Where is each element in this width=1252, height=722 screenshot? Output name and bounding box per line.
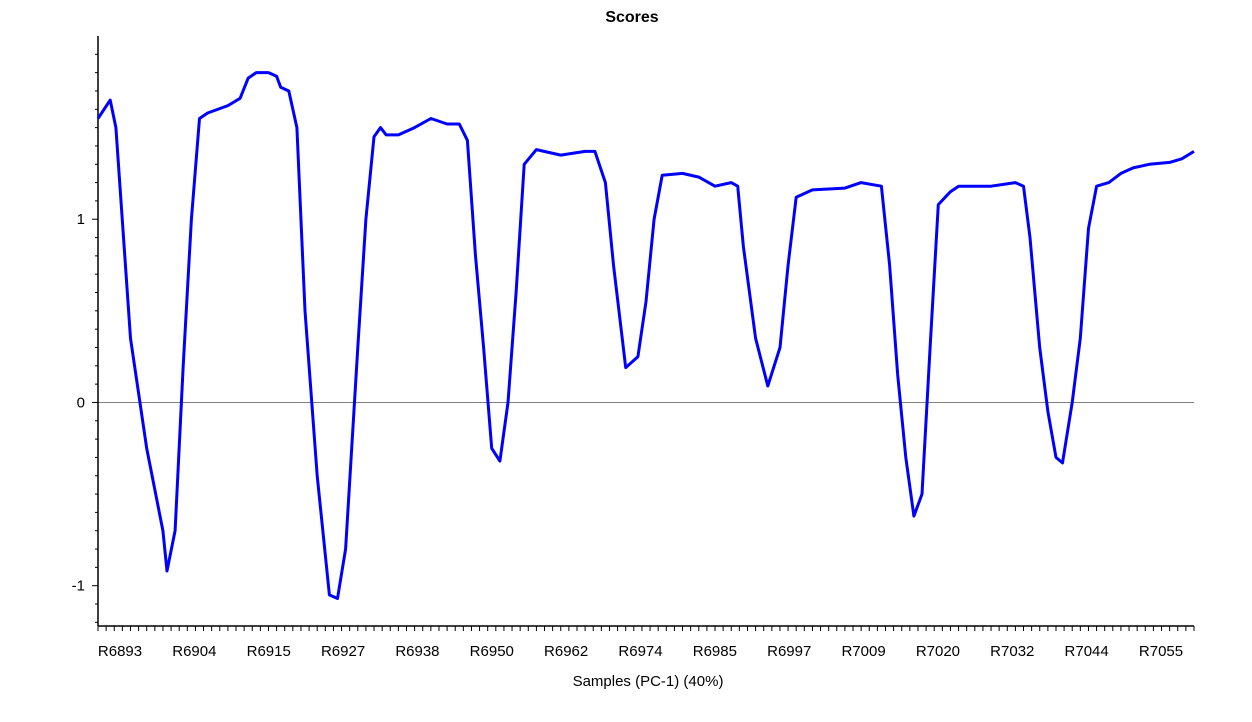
y-tick-label: -1: [72, 578, 85, 595]
x-tick-label: R6927: [321, 643, 365, 660]
series-line: [96, 71, 1195, 600]
x-axis-tick-labels: R6893 R6904 R6915 R6927 R6938 R6950 R6962 R6974…: [98, 643, 1183, 660]
y-axis-ticks: -1 0 1: [72, 53, 98, 623]
y-tick-label: 1: [77, 211, 85, 228]
x-tick-label: R6985: [693, 643, 737, 660]
x-axis-label: Samples (PC-1) (40%): [573, 673, 724, 690]
x-tick-label: R6938: [395, 643, 439, 660]
x-minor-ticks: [97, 626, 1195, 631]
x-tick-label: R6974: [618, 643, 662, 660]
x-tick-label: R7044: [1065, 643, 1109, 660]
x-tick-label: R6893: [98, 643, 142, 660]
x-tick-label: R6950: [470, 643, 514, 660]
y-tick-label: 0: [77, 394, 85, 411]
x-tick-label: R6962: [544, 643, 588, 660]
x-tick-label: R7020: [916, 643, 960, 660]
x-tick-label: R6997: [767, 643, 811, 660]
x-tick-label: R6904: [172, 643, 216, 660]
x-tick-label: R7032: [990, 643, 1034, 660]
x-tick-label: R6915: [247, 643, 291, 660]
series-layer: [96, 71, 1195, 600]
x-tick-label: R7009: [841, 643, 885, 660]
x-tick-label: R7055: [1139, 643, 1183, 660]
chart-title: Scores: [605, 9, 658, 26]
